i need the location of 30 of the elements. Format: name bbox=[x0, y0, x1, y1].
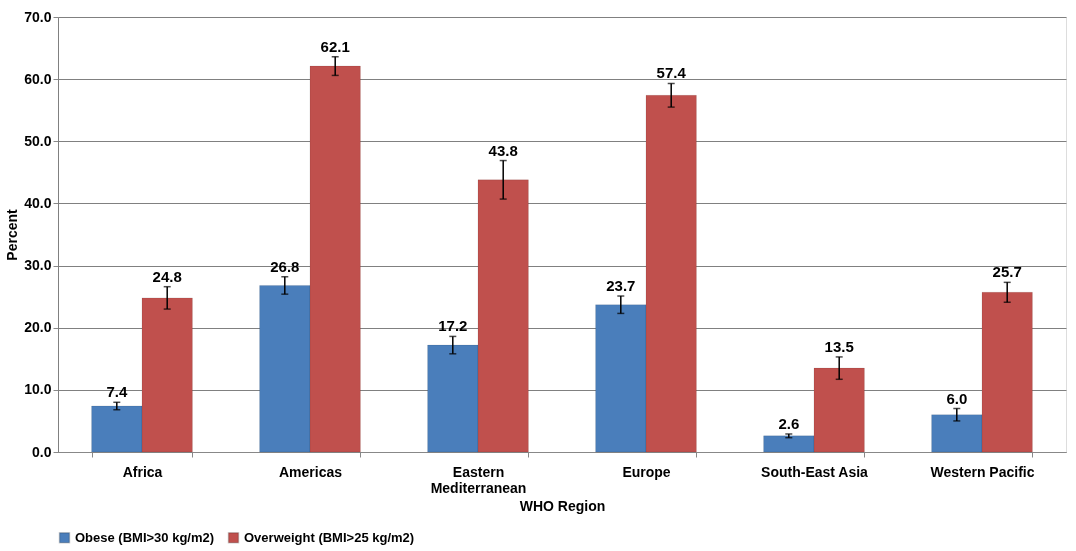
data-label: 24.8 bbox=[152, 267, 182, 285]
data-label: 25.7 bbox=[992, 263, 1022, 281]
data-label: 26.8 bbox=[270, 257, 300, 275]
data-label: 7.4 bbox=[106, 383, 128, 401]
x-tick-label: Europe bbox=[622, 463, 671, 480]
legend-label: Overweight (BMI>25 kg/m2) bbox=[244, 529, 415, 545]
data-label: 57.4 bbox=[656, 64, 687, 82]
y-tick-label: 60.0 bbox=[24, 70, 52, 87]
y-axis-title: Percent bbox=[4, 208, 21, 261]
data-label: 62.1 bbox=[320, 37, 350, 55]
y-tick-label: 70.0 bbox=[24, 8, 52, 25]
data-label: 23.7 bbox=[606, 277, 636, 295]
data-label: 43.8 bbox=[488, 141, 518, 159]
data-label: 13.5 bbox=[824, 337, 854, 355]
legend-label: Obese (BMI>30 kg/m2) bbox=[75, 529, 215, 545]
y-tick-label: 50.0 bbox=[24, 132, 52, 149]
y-tick-label: 40.0 bbox=[24, 194, 52, 211]
y-tick-label: 0.0 bbox=[32, 443, 52, 460]
data-label: 17.2 bbox=[438, 317, 468, 335]
x-axis-title: WHO Region bbox=[519, 497, 606, 514]
y-tick-label: 30.0 bbox=[24, 257, 52, 274]
x-tick-label: Americas bbox=[278, 463, 343, 480]
data-label: 6.0 bbox=[946, 389, 968, 407]
data-label: 2.6 bbox=[778, 414, 800, 432]
x-tick-label: Eastern Mediterranean bbox=[430, 463, 527, 496]
x-tick-label: South-East Asia bbox=[761, 463, 869, 480]
y-tick-label: 20.0 bbox=[24, 319, 52, 336]
x-tick-label: Western Pacific bbox=[930, 463, 1035, 480]
y-tick-label: 10.0 bbox=[24, 381, 52, 398]
x-tick-label: Africa bbox=[122, 463, 163, 480]
